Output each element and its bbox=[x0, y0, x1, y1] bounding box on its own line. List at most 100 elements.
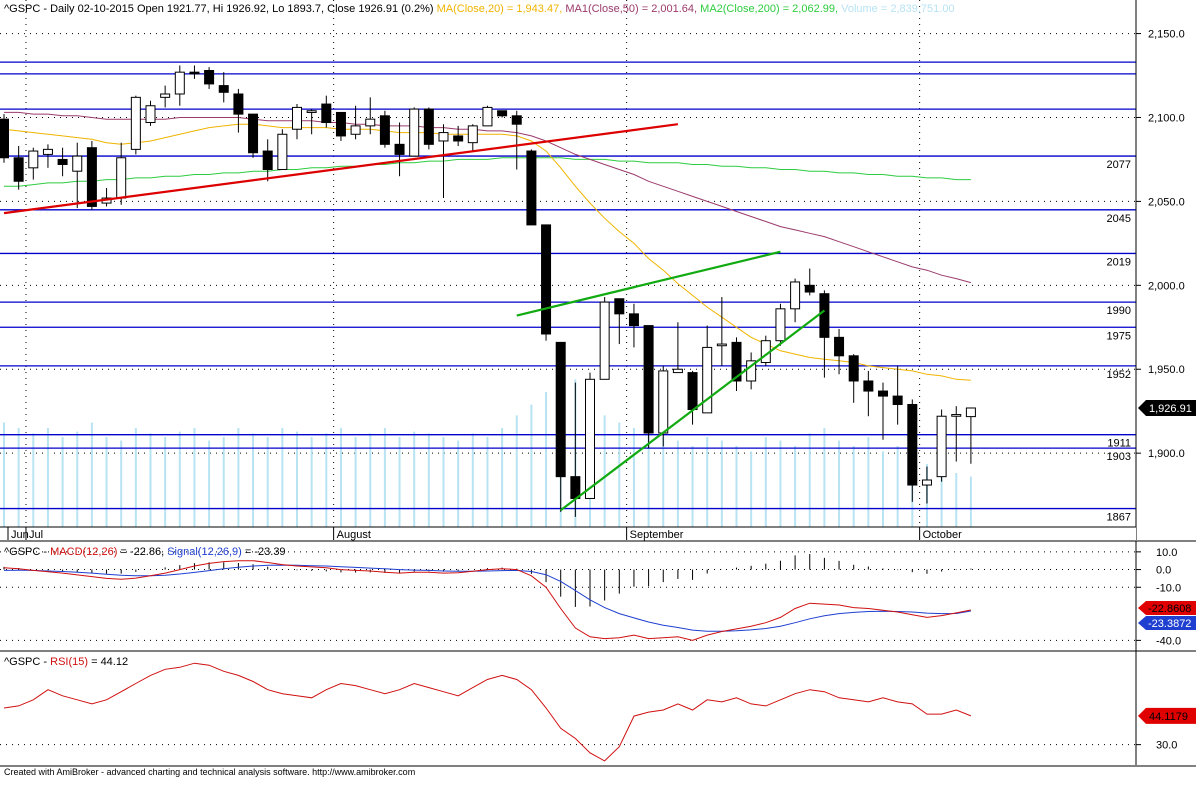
macd-header-symbol: ^GSPC - bbox=[4, 546, 50, 558]
candle bbox=[965, 407, 976, 464]
trendline bbox=[560, 309, 826, 512]
volume-bar bbox=[838, 440, 841, 527]
month-label: August bbox=[337, 529, 371, 541]
candle-body-up bbox=[467, 125, 478, 144]
macd-header-macd: MACD(12,26) bbox=[50, 546, 117, 558]
candle-body-down bbox=[453, 135, 464, 142]
candle bbox=[467, 124, 478, 152]
rsi-header-symbol: ^GSPC - bbox=[4, 656, 50, 668]
footer-credit: Created with AmiBroker - advanced charti… bbox=[4, 767, 416, 777]
volume-bar bbox=[706, 437, 709, 527]
candle-body-down bbox=[614, 298, 625, 315]
candle bbox=[746, 352, 757, 390]
volume-bar bbox=[354, 437, 357, 527]
candle-body-down bbox=[497, 110, 508, 117]
candle-body-up bbox=[306, 110, 317, 113]
candle-body-up bbox=[292, 106, 302, 130]
volume-bar bbox=[76, 431, 79, 527]
price-axis: 2,150.0 2,100.0 2,050.0 2,000.0 1,950.0 1,900… bbox=[1135, 0, 1196, 540]
price-header: ^GSPC - Daily 02-10-2015 Open 1921.77, H… bbox=[4, 3, 955, 15]
candle-body-down bbox=[321, 103, 332, 124]
candle bbox=[878, 382, 888, 440]
header-ma200: MA2(Close,200) = 2,062.99, bbox=[700, 3, 841, 15]
candle bbox=[160, 85, 171, 108]
volume-bar bbox=[852, 446, 855, 527]
candle-body-up bbox=[599, 301, 610, 380]
candle-body-up bbox=[775, 308, 786, 342]
candle bbox=[423, 107, 434, 150]
volume-bar bbox=[764, 437, 767, 527]
candle-body-down bbox=[218, 85, 229, 93]
candle-body-down bbox=[848, 355, 859, 382]
header-title: ^GSPC - Daily 02-10-2015 Open 1921.77, H… bbox=[4, 3, 437, 15]
candle bbox=[892, 365, 903, 425]
volume-bar bbox=[823, 428, 826, 527]
candle bbox=[848, 354, 859, 403]
volume-bar bbox=[969, 476, 972, 527]
volume-bar bbox=[149, 433, 152, 527]
volume-bar bbox=[427, 433, 430, 527]
macd-tick-label: -40.0 bbox=[1156, 635, 1181, 647]
month-label: Jul bbox=[29, 529, 43, 541]
volume-bar bbox=[720, 440, 723, 527]
price-tick-label: 2,000.0 bbox=[1148, 280, 1185, 292]
month-label: September bbox=[630, 529, 684, 541]
candle-body-up bbox=[790, 281, 801, 310]
candle bbox=[292, 104, 302, 140]
level-label: 1867 bbox=[1107, 512, 1131, 524]
trendline bbox=[516, 250, 781, 317]
price-tick-label: 2,050.0 bbox=[1148, 196, 1185, 208]
volume-bar bbox=[794, 446, 797, 527]
candle bbox=[277, 129, 288, 171]
candle-body-up bbox=[72, 155, 83, 172]
level-label: 1952 bbox=[1107, 369, 1131, 381]
candle bbox=[335, 111, 346, 141]
candle-body-down bbox=[394, 143, 405, 155]
ma50-line bbox=[4, 111, 972, 284]
candle bbox=[921, 466, 932, 504]
header-ma20: MA(Close,20) = 1,943.47, bbox=[437, 3, 566, 15]
candle-body-down bbox=[335, 111, 346, 137]
level-label: 2045 bbox=[1107, 213, 1131, 225]
volume-bar bbox=[46, 428, 49, 527]
volume-bar bbox=[442, 437, 445, 527]
candle bbox=[86, 140, 97, 210]
level-label: 2077 bbox=[1107, 159, 1131, 171]
candle bbox=[42, 144, 53, 168]
last-close-label: 1,926.91 bbox=[1149, 403, 1192, 415]
volume-bar bbox=[134, 428, 137, 527]
rsi-tick-label: 30.0 bbox=[1156, 740, 1177, 752]
candlesticks bbox=[0, 65, 976, 517]
macd-tick-label: 10.0 bbox=[1156, 547, 1177, 559]
price-tick-label: 2,100.0 bbox=[1148, 112, 1185, 124]
macd-last-badge bbox=[1138, 601, 1196, 616]
candle-body-up bbox=[585, 378, 595, 499]
candle-body-up bbox=[365, 118, 376, 127]
volume-bar bbox=[266, 437, 269, 527]
candle bbox=[497, 110, 508, 118]
candle-body-down bbox=[643, 325, 654, 434]
candle bbox=[306, 109, 317, 135]
level-label: 1975 bbox=[1107, 330, 1131, 342]
volume-bar bbox=[735, 446, 738, 527]
last-close-badge bbox=[1138, 399, 1196, 416]
macd-header-macd-value: = -22.86, bbox=[117, 546, 167, 558]
macd-header-signal-value: = -23.39 bbox=[242, 546, 286, 558]
volume-bar bbox=[940, 469, 943, 527]
candle bbox=[614, 298, 625, 345]
macd-tick-label: -10.0 bbox=[1156, 582, 1181, 594]
candle bbox=[174, 65, 185, 106]
candle-body-down bbox=[189, 71, 200, 75]
volume-bar bbox=[896, 446, 899, 527]
candle-body-up bbox=[658, 370, 669, 434]
candle-body-down bbox=[423, 108, 434, 145]
signal-last-badge bbox=[1138, 615, 1196, 630]
macd-line bbox=[3, 560, 971, 641]
candle-body-down bbox=[262, 150, 273, 171]
volume-bar bbox=[515, 415, 518, 527]
volume-bar bbox=[178, 431, 181, 527]
volume-bar bbox=[603, 415, 606, 527]
volume-bar bbox=[61, 437, 64, 527]
volume-bar bbox=[501, 428, 504, 527]
